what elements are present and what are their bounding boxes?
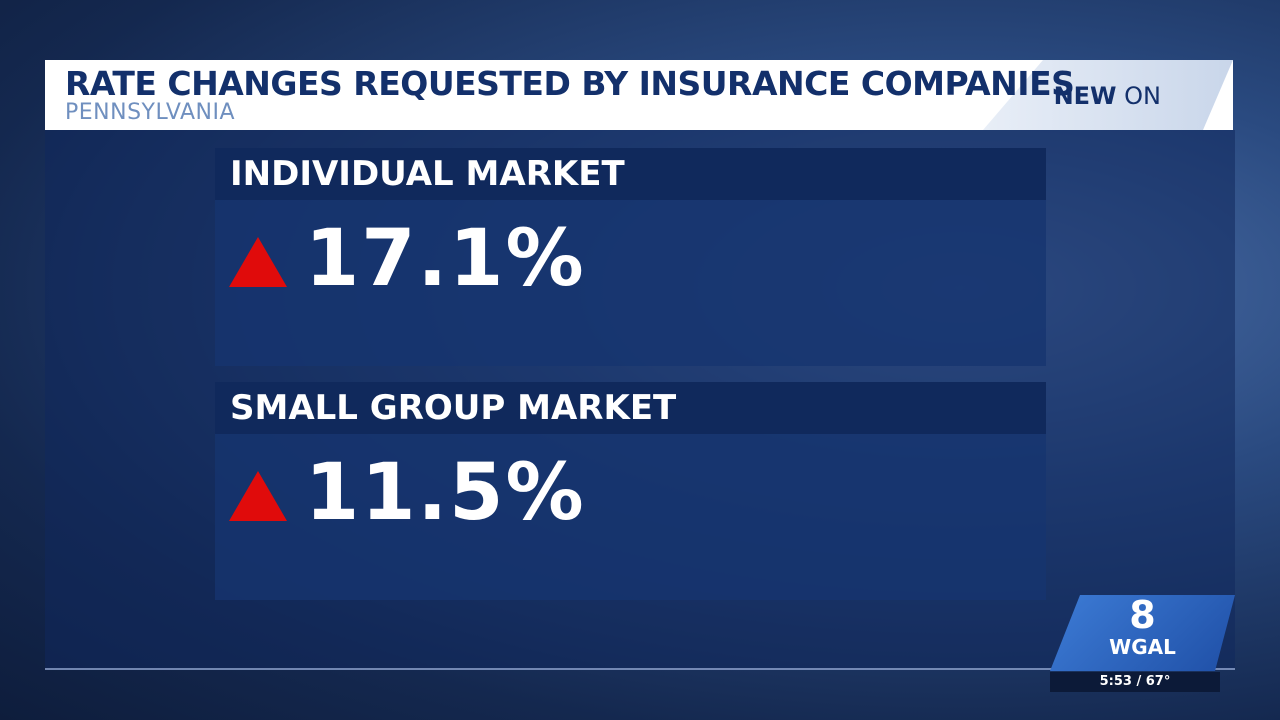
up-arrow xyxy=(229,237,287,287)
panel-value: 17.1% xyxy=(305,214,586,304)
time-temp: 5:53 / 67° xyxy=(1050,672,1220,692)
badge-new: NEW xyxy=(1053,82,1117,110)
subtitle: PENNSYLVANIA xyxy=(65,100,236,125)
channel: 8 xyxy=(1129,593,1156,637)
station-logo: 8 WGAL xyxy=(1050,595,1235,671)
badge: NEW ON xyxy=(1054,82,1161,110)
up-arrow xyxy=(229,471,287,521)
panel-label: INDIVIDUAL MARKET xyxy=(215,148,1046,200)
panel: INDIVIDUAL MARKET 17.1% xyxy=(215,148,1046,366)
panel-label: SMALL GROUP MARKET xyxy=(215,382,1046,434)
call-sign: WGAL xyxy=(1109,635,1176,659)
panel-value: 11.5% xyxy=(305,448,586,538)
badge-on: ON xyxy=(1124,82,1161,110)
title: RATE CHANGES REQUESTED BY INSURANCE COMP… xyxy=(65,64,1075,103)
panel: SMALL GROUP MARKET 11.5% xyxy=(215,382,1046,600)
header: RATE CHANGES REQUESTED BY INSURANCE COMP… xyxy=(45,60,1233,130)
